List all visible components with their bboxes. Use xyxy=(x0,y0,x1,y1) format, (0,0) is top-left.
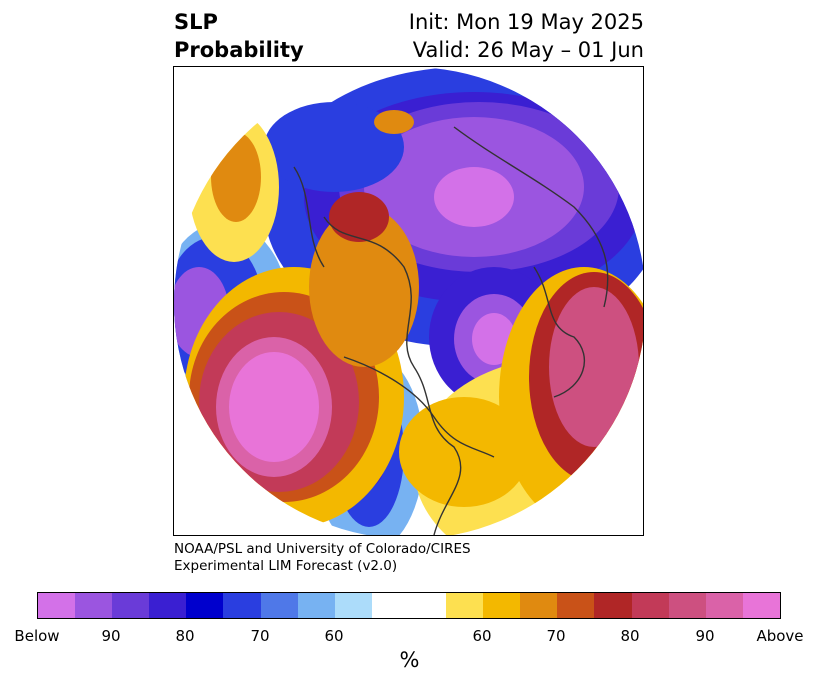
probability-map-svg xyxy=(174,67,643,535)
colorbar xyxy=(37,592,781,619)
map-title: SLP Probability xyxy=(174,8,304,64)
credit-text: NOAA/PSL and University of Colorado/CIRE… xyxy=(174,541,471,575)
colorbar-segment xyxy=(297,593,335,618)
credit-line-2: Experimental LIM Forecast (v2.0) xyxy=(174,558,398,574)
colorbar-labels: Below 90 80 70 60 60 70 80 90 Above xyxy=(0,627,819,647)
colorbar-segment xyxy=(520,593,558,618)
colorbar-segment xyxy=(186,593,224,618)
colorbar-segment xyxy=(223,593,261,618)
colorbar-segment xyxy=(371,593,409,618)
colorbar-segment xyxy=(742,593,780,618)
colorbar-tick-label: 80 xyxy=(620,627,640,645)
forecast-dates: Init: Mon 19 May 2025 Valid: 26 May – 01… xyxy=(409,8,644,64)
colorbar-segment xyxy=(668,593,706,618)
colorbar-segment xyxy=(260,593,298,618)
colorbar-segment xyxy=(112,593,150,618)
title-line-1: SLP xyxy=(174,10,218,34)
init-date: Init: Mon 19 May 2025 xyxy=(408,10,644,34)
credit-line-1: NOAA/PSL and University of Colorado/CIRE… xyxy=(174,541,471,557)
probability-field xyxy=(174,67,643,535)
colorbar-segment xyxy=(557,593,595,618)
colorbar-tick-label: 70 xyxy=(250,627,270,645)
colorbar-segment xyxy=(149,593,187,618)
colorbar-tick-label: 90 xyxy=(101,627,121,645)
colorbar-tick-label: 70 xyxy=(546,627,566,645)
colorbar-segment xyxy=(705,593,743,618)
colorbar-tick-label: Below xyxy=(14,627,60,645)
colorbar-unit: % xyxy=(399,648,420,672)
colorbar-segment xyxy=(446,593,484,618)
colorbar-tick-label: Above xyxy=(756,627,804,645)
polar-map xyxy=(173,66,644,536)
colorbar-tick-label: 90 xyxy=(695,627,715,645)
colorbar-segment xyxy=(408,593,447,618)
colorbar-segment xyxy=(75,593,113,618)
coastlines xyxy=(293,126,609,535)
colorbar-segment xyxy=(594,593,632,618)
colorbar-segment xyxy=(334,593,372,618)
title-line-2: Probability xyxy=(174,38,304,62)
valid-dates: Valid: 26 May – 01 Jun xyxy=(412,38,644,62)
colorbar-segment xyxy=(483,593,521,618)
colorbar-tick-label: 60 xyxy=(324,627,344,645)
colorbar-tick-label: 60 xyxy=(472,627,492,645)
colorbar-tick-label: 80 xyxy=(175,627,195,645)
colorbar-segment xyxy=(631,593,669,618)
colorbar-segment xyxy=(38,593,76,618)
